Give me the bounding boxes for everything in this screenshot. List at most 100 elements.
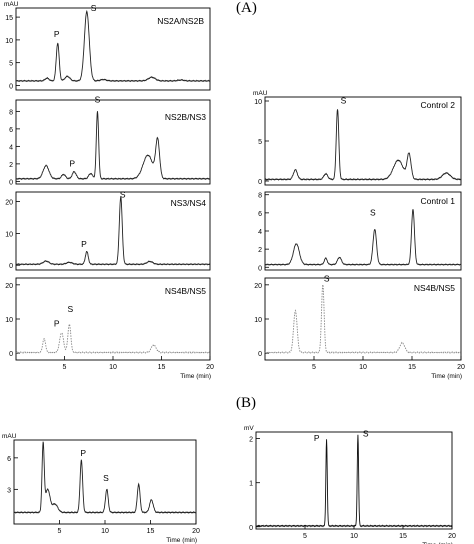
- x-axis-label: Time (min): [422, 542, 453, 544]
- y-tick-label: 6: [7, 456, 11, 463]
- y-tick-label: 10: [5, 231, 13, 238]
- y-tick-label: 0: [258, 179, 262, 186]
- y-tick-label: 15: [5, 15, 13, 22]
- chart-panel-a-control1: 0 2 4 6 8 Control 1 S: [258, 191, 462, 272]
- series-trace: [15, 196, 211, 266]
- chart-panel-a-ns4b-ns5: 0 10 20 5 10 15 20 Time (min) NS4B/NS5 PS: [5, 277, 214, 380]
- y-tick-label: 1: [249, 481, 253, 488]
- plot-frame: [15, 7, 211, 91]
- y-tick-label: 20: [5, 200, 13, 207]
- x-tick-label: 15: [158, 364, 166, 371]
- x-axis-label: Time (min): [166, 537, 197, 544]
- x-tick-label: 5: [63, 364, 67, 371]
- y-tick-label: 5: [9, 61, 13, 68]
- y-tick-label: 4: [9, 144, 13, 151]
- chart-panel-a-ns2a-ns2b: 0 5 10 15 mAU NS2A/NS2B P S: [4, 1, 211, 91]
- chart-panel-a-ns3-ns4: 0 10 20 NS3/NS4 P S: [5, 189, 211, 271]
- x-tick-label: 20: [448, 533, 456, 540]
- y-tick-label: 6: [258, 211, 262, 218]
- series-trace: [264, 109, 462, 181]
- series-trace: [264, 209, 462, 266]
- plot-frame: [15, 99, 211, 185]
- panel-title: NS3/NS4: [171, 198, 207, 208]
- x-tick-label: 10: [350, 533, 358, 540]
- y-axis-label: mV: [244, 425, 254, 432]
- series-trace: [15, 111, 211, 181]
- y-tick-label: 10: [254, 99, 262, 106]
- chart-panel-b-ms: 0 1 2 5 10 15 20 Time (min) mV P S: [244, 425, 456, 544]
- peak-label-s: S: [67, 304, 73, 314]
- x-tick-label: 5: [312, 364, 316, 371]
- x-tick-label: 15: [147, 528, 155, 535]
- panel-title: Control 2: [421, 100, 456, 110]
- peak-label-s: S: [324, 273, 330, 283]
- chart-panel-a-control2: 0 5 10 mAU Control 2 S: [253, 90, 462, 186]
- chart-panel-b-uv: 3 6 5 10 15 20 Time (min) mAU P S: [2, 433, 200, 544]
- peak-label-s: S: [120, 189, 126, 199]
- peak-label-s: S: [341, 95, 347, 105]
- x-tick-label: 20: [192, 528, 200, 535]
- y-tick-label: 10: [5, 317, 13, 324]
- y-tick-label: 0: [258, 265, 262, 272]
- x-tick-label: 10: [359, 364, 367, 371]
- panel-title: NS2B/NS3: [165, 112, 206, 122]
- y-tick-label: 10: [254, 317, 262, 324]
- peak-label-s: S: [370, 208, 376, 218]
- peak-label-s: S: [95, 95, 101, 105]
- y-tick-label: 2: [258, 247, 262, 254]
- panel-title: Control 1: [421, 196, 456, 206]
- y-tick-label: 0: [258, 351, 262, 358]
- series-trace: [255, 434, 453, 528]
- x-tick-label: 10: [101, 528, 109, 535]
- x-tick-label: 15: [399, 533, 407, 540]
- peak-label-p: P: [54, 29, 60, 39]
- y-tick-label: 5: [258, 139, 262, 146]
- y-tick-label: 4: [258, 229, 262, 236]
- x-tick-label: 5: [58, 528, 62, 535]
- y-tick-label: 0: [249, 525, 253, 532]
- peak-label-s: S: [363, 428, 369, 438]
- section-label-a: (A): [236, 0, 257, 16]
- plot-frame: [255, 431, 453, 530]
- x-tick-label: 15: [408, 364, 416, 371]
- chart-panel-a-ns4b-ns5-control: 0 10 20 5 10 15 20 Time (min) NS4B/NS5 S: [254, 273, 465, 380]
- y-tick-label: 2: [249, 437, 253, 444]
- panel-title: NS4B/NS5: [414, 283, 455, 293]
- y-tick-label: 8: [9, 109, 13, 116]
- panel-title: NS4B/NS5: [165, 286, 206, 296]
- y-axis-label: mAU: [253, 90, 268, 97]
- section-label-b: (B): [236, 395, 256, 411]
- x-axis-label: Time (min): [431, 373, 462, 380]
- y-tick-label: 10: [5, 38, 13, 45]
- y-axis-label: mAU: [2, 433, 17, 440]
- chart-panel-a-ns2b-ns3: 0 2 4 6 8 NS2B/NS3 P S: [9, 95, 211, 186]
- panel-title: NS2A/NS2B: [157, 16, 204, 26]
- y-tick-label: 0: [9, 179, 13, 186]
- y-tick-label: 3: [7, 487, 11, 494]
- plot-frame: [15, 191, 211, 271]
- peak-label-p: P: [80, 448, 86, 458]
- x-tick-label: 20: [457, 364, 465, 371]
- y-axis-label: mAU: [4, 1, 19, 8]
- peak-label-s: S: [103, 473, 109, 483]
- peak-label-p: P: [314, 433, 320, 443]
- peak-label-p: P: [81, 239, 87, 249]
- y-tick-label: 8: [258, 193, 262, 200]
- y-tick-label: 20: [254, 283, 262, 290]
- x-tick-label: 10: [109, 364, 117, 371]
- peak-label-p: P: [54, 319, 60, 329]
- y-tick-label: 0: [9, 83, 13, 90]
- series-trace: [13, 441, 197, 514]
- y-tick-label: 2: [9, 162, 13, 169]
- x-tick-label: 5: [303, 533, 307, 540]
- series-trace: [264, 284, 462, 354]
- y-tick-label: 20: [5, 283, 13, 290]
- peak-label-s: S: [91, 3, 97, 13]
- y-tick-label: 0: [9, 351, 13, 358]
- series-trace: [15, 322, 211, 354]
- y-tick-label: 0: [9, 263, 13, 270]
- x-tick-label: 20: [206, 364, 214, 371]
- x-axis-label: Time (min): [180, 373, 211, 380]
- peak-label-p: P: [69, 159, 75, 169]
